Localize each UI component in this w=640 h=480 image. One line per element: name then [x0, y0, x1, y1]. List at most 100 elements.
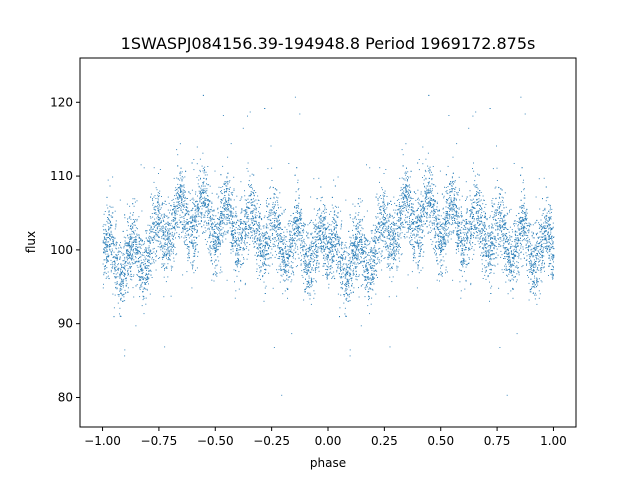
data-point — [232, 223, 234, 224]
data-point — [318, 177, 320, 179]
data-point — [534, 287, 536, 289]
data-point — [524, 232, 526, 234]
data-point — [411, 206, 413, 208]
data-point — [447, 186, 449, 188]
data-point — [447, 207, 449, 209]
data-point — [118, 247, 120, 249]
data-point — [417, 198, 418, 200]
data-point — [483, 234, 485, 236]
data-point — [381, 269, 383, 271]
data-point — [247, 232, 249, 234]
data-point — [536, 241, 538, 243]
data-point — [318, 225, 319, 227]
data-point — [223, 210, 225, 212]
data-point — [349, 264, 351, 266]
data-point — [235, 241, 237, 243]
data-point — [193, 217, 195, 219]
data-point — [372, 239, 374, 241]
data-point — [394, 230, 396, 232]
data-point — [449, 182, 450, 184]
data-point — [290, 248, 292, 250]
data-point — [429, 170, 431, 172]
data-point — [347, 283, 349, 285]
data-point — [289, 239, 291, 241]
data-point — [337, 176, 339, 178]
data-point — [181, 176, 183, 177]
data-point — [158, 173, 159, 174]
data-point — [343, 250, 345, 252]
data-point — [491, 264, 493, 266]
data-point — [516, 248, 517, 250]
data-point — [526, 255, 528, 257]
data-point — [315, 226, 317, 228]
data-point — [276, 200, 278, 202]
data-point — [538, 290, 540, 292]
data-point — [392, 234, 394, 236]
data-point — [154, 236, 156, 238]
data-point — [264, 272, 266, 274]
data-point — [260, 266, 262, 268]
data-point — [477, 240, 479, 242]
data-point — [339, 276, 341, 278]
data-point — [422, 207, 424, 209]
data-point — [124, 300, 126, 302]
data-point — [113, 243, 114, 245]
data-point — [211, 210, 213, 212]
data-point — [212, 246, 214, 248]
data-point — [321, 247, 323, 249]
data-point — [316, 233, 318, 235]
data-point — [179, 195, 181, 197]
data-point — [268, 203, 269, 205]
data-point — [119, 315, 121, 317]
data-point — [304, 264, 306, 266]
data-point — [448, 232, 450, 234]
data-point — [375, 240, 377, 242]
data-point — [539, 257, 541, 258]
data-point — [396, 295, 398, 297]
data-point — [384, 230, 386, 232]
data-point — [379, 226, 381, 228]
data-point — [229, 211, 231, 213]
data-point — [531, 261, 533, 263]
data-point — [314, 224, 316, 226]
data-point — [392, 228, 394, 230]
data-point — [537, 268, 538, 270]
data-point — [181, 186, 183, 188]
data-point — [366, 276, 368, 278]
data-point — [113, 236, 115, 238]
data-point — [136, 241, 138, 243]
data-point — [337, 264, 339, 266]
data-point — [230, 215, 232, 217]
data-point — [220, 201, 222, 203]
data-point — [540, 225, 542, 227]
data-point — [172, 209, 174, 211]
data-point — [448, 213, 450, 215]
data-point — [300, 232, 302, 234]
data-point — [476, 218, 478, 220]
data-point — [226, 220, 228, 221]
data-point — [418, 247, 420, 249]
data-point — [360, 249, 362, 251]
data-point — [127, 234, 129, 236]
data-point — [262, 245, 264, 247]
data-point — [376, 258, 378, 260]
data-point — [523, 207, 525, 209]
data-point — [288, 251, 290, 253]
data-point — [315, 231, 316, 233]
data-point — [533, 281, 534, 282]
data-point — [258, 224, 260, 226]
data-point — [238, 244, 240, 246]
data-point — [322, 275, 324, 276]
data-point — [368, 278, 370, 280]
data-point — [128, 274, 129, 275]
data-point — [495, 246, 497, 247]
data-point — [403, 210, 405, 212]
data-point — [468, 247, 470, 249]
data-point — [528, 282, 530, 284]
data-point — [422, 255, 424, 257]
data-point — [465, 221, 467, 223]
data-point — [200, 220, 202, 221]
data-point — [515, 242, 517, 244]
data-point — [541, 255, 543, 257]
data-point — [489, 248, 491, 250]
